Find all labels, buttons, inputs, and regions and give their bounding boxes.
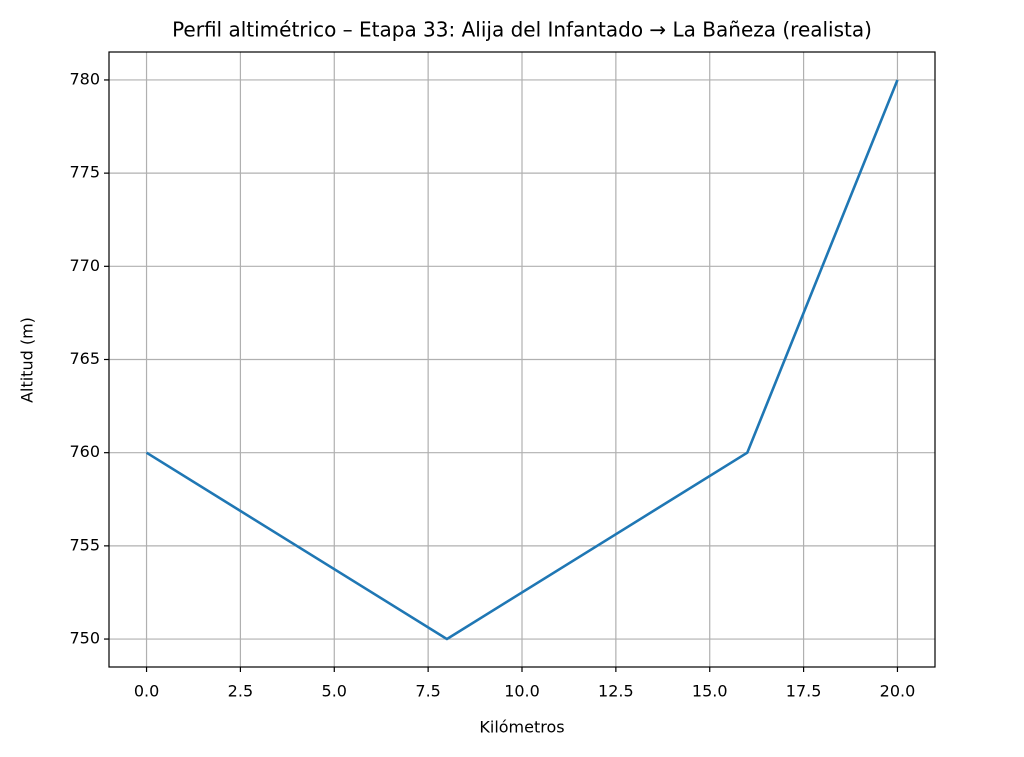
x-tick-label: 20.0 [880,682,916,701]
y-tick-label: 755 [69,535,100,554]
y-tick-label: 780 [69,69,100,88]
x-tick-label: 0.0 [134,682,159,701]
x-tick-label: 17.5 [786,682,822,701]
y-tick-label: 760 [69,442,100,461]
y-tick-label: 750 [69,629,100,648]
x-tick-label: 5.0 [322,682,347,701]
x-tick-label: 15.0 [692,682,728,701]
y-tick-label: 775 [69,163,100,182]
x-tick-label: 2.5 [228,682,253,701]
chart-title: Perfil altimétrico – Etapa 33: Alija del… [172,18,872,42]
x-axis-label: Kilómetros [479,718,564,737]
line [145,79,899,641]
x-tick-label: 10.0 [504,682,540,701]
plot-frame [108,51,936,668]
y-axis-label: Altitud (m) [18,317,37,403]
y-tick-label: 765 [69,349,100,368]
x-tick-label: 7.5 [415,682,440,701]
y-tick-label: 770 [69,256,100,275]
x-tick-label: 12.5 [598,682,634,701]
